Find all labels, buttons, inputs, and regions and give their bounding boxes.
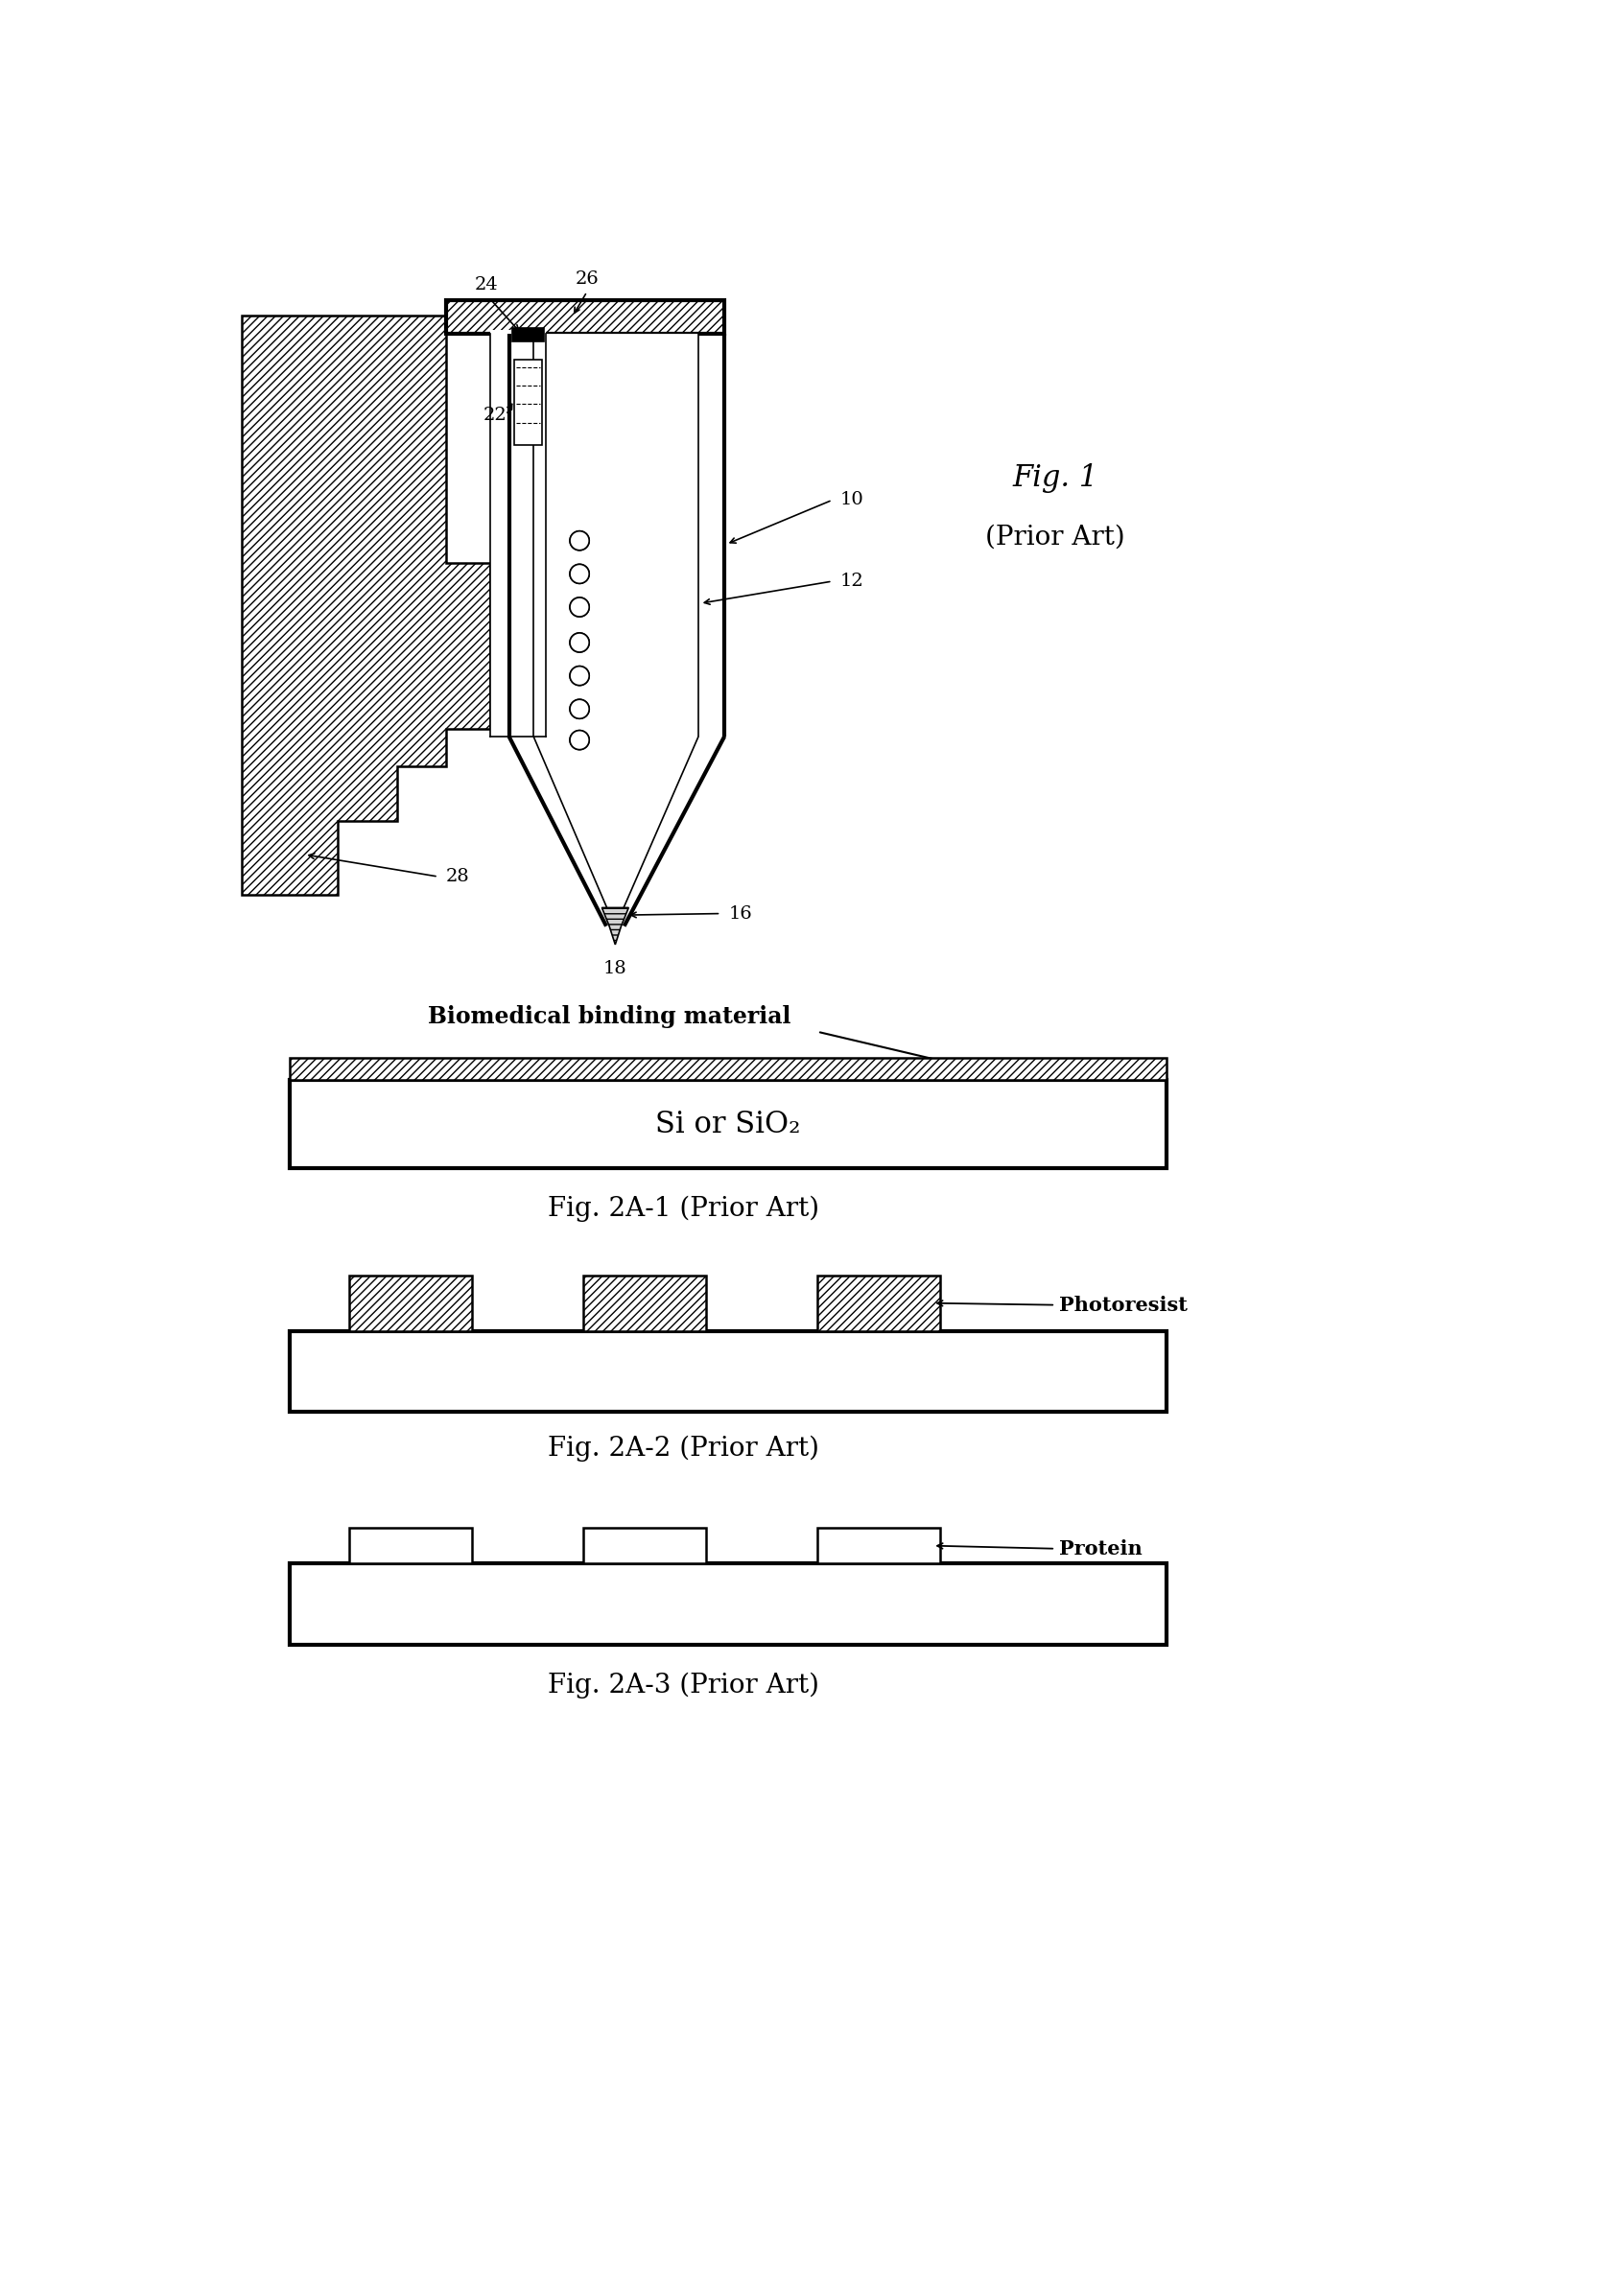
Text: Fig. 2A-1 (Prior Art): Fig. 2A-1 (Prior Art) (548, 1196, 819, 1221)
Bar (349, 1527, 471, 1564)
Circle shape (571, 730, 590, 748)
Text: Protein: Protein (1060, 1538, 1143, 1559)
Text: 24: 24 (474, 276, 499, 294)
Circle shape (571, 597, 590, 618)
Bar (515, 360, 542, 445)
Bar (290, 1332, 1167, 1412)
Text: Fig. 2A-2 (Prior Art): Fig. 2A-2 (Prior Art) (548, 1435, 819, 1463)
Circle shape (571, 634, 590, 652)
Bar (583, 1527, 705, 1564)
Circle shape (571, 730, 590, 748)
Text: 26: 26 (575, 271, 600, 287)
Circle shape (571, 700, 590, 719)
Bar (583, 1274, 705, 1332)
Circle shape (571, 530, 590, 551)
Circle shape (571, 700, 590, 719)
Bar (491, 331, 547, 739)
Bar (818, 1527, 939, 1564)
Bar (818, 1274, 939, 1332)
Bar (446, 301, 725, 333)
Bar (349, 1274, 471, 1332)
Text: (Prior Art): (Prior Art) (986, 523, 1125, 549)
Bar (290, 1058, 1167, 1079)
Text: Biomedical binding material: Biomedical binding material (428, 1006, 790, 1029)
Text: 22: 22 (483, 406, 507, 425)
Circle shape (571, 666, 590, 687)
Polygon shape (534, 333, 699, 925)
Circle shape (571, 597, 590, 618)
Circle shape (571, 666, 590, 687)
Text: Fig. 1: Fig. 1 (1013, 464, 1098, 494)
Text: 28: 28 (446, 868, 470, 886)
Text: 10: 10 (840, 491, 864, 510)
Bar (290, 1564, 1167, 1644)
Text: 16: 16 (728, 905, 752, 923)
Polygon shape (242, 315, 491, 895)
Circle shape (571, 565, 590, 583)
Circle shape (571, 634, 590, 652)
Text: 18: 18 (603, 960, 627, 978)
Text: 12: 12 (840, 572, 864, 590)
Polygon shape (601, 907, 628, 944)
Text: Photoresist: Photoresist (1060, 1295, 1188, 1316)
Bar (290, 1079, 1167, 1169)
Text: Si or SiO₂: Si or SiO₂ (656, 1109, 802, 1139)
Bar (513, 328, 543, 342)
Text: Fig. 2A-3 (Prior Art): Fig. 2A-3 (Prior Art) (548, 1671, 819, 1699)
Circle shape (571, 565, 590, 583)
Circle shape (571, 530, 590, 551)
